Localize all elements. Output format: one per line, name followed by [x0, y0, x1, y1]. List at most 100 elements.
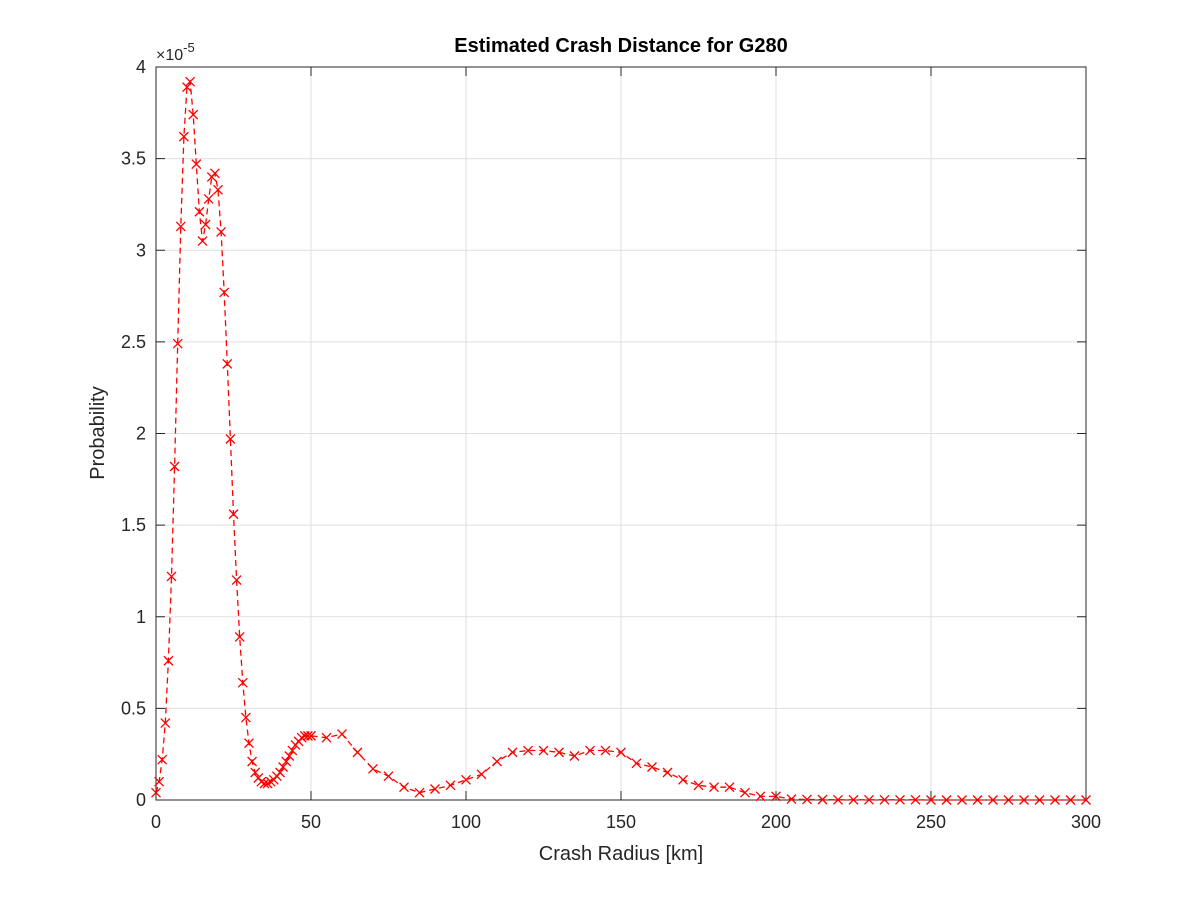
- data-point-marker: [1050, 795, 1060, 805]
- data-point-marker: [151, 787, 161, 798]
- data-point-marker: [247, 756, 258, 767]
- data-point-marker: [538, 745, 549, 756]
- data-point-marker: [321, 732, 332, 743]
- data-point-marker: [383, 771, 394, 782]
- data-point-marker: [259, 778, 270, 789]
- data-point-marker: [262, 778, 273, 789]
- y-tick-label: 4: [136, 57, 146, 77]
- data-point-marker: [337, 729, 347, 739]
- x-tick-label: 300: [1071, 812, 1101, 832]
- data-point-marker: [461, 774, 471, 785]
- data-point-marker: [988, 795, 998, 805]
- data-point-marker: [231, 575, 242, 586]
- data-point-marker: [740, 787, 750, 798]
- data-point-marker: [219, 287, 230, 298]
- y-tick-label: 0: [136, 790, 146, 810]
- x-tick-label: 150: [606, 812, 636, 832]
- data-point-marker: [1019, 795, 1029, 805]
- labels: Estimated Crash Distance for G280 Crash …: [87, 35, 788, 865]
- data-point-marker: [225, 434, 236, 444]
- x-tick-label: 200: [761, 812, 791, 832]
- x-tick-label: 50: [301, 812, 321, 832]
- x-tick-label: 0: [151, 812, 161, 832]
- data-point-marker: [157, 754, 168, 765]
- data-point-marker: [848, 794, 859, 805]
- data-point-marker: [191, 159, 202, 170]
- data-point-marker: [284, 751, 295, 761]
- data-point-marker: [817, 794, 828, 805]
- y-tick-label: 1: [136, 607, 146, 627]
- chart-title: Estimated Crash Distance for G280: [454, 35, 787, 57]
- data-point-marker: [507, 747, 518, 758]
- data-point-marker: [213, 184, 223, 195]
- data-point-marker: [240, 712, 251, 723]
- y-tick-label: 0.5: [121, 698, 146, 718]
- data-point-marker: [833, 794, 843, 805]
- y-tick-label: 3: [136, 240, 146, 260]
- data-point-marker: [287, 745, 298, 756]
- data-point-marker: [352, 747, 363, 758]
- data-point-marker: [802, 794, 812, 805]
- x-tick-label: 100: [451, 812, 481, 832]
- data-point-marker: [1003, 795, 1014, 805]
- data-point-marker: [662, 767, 673, 778]
- y-exponent-base: ×10: [156, 47, 183, 64]
- data-point-marker: [209, 168, 220, 179]
- data-point-marker: [476, 769, 487, 780]
- data-point-marker: [709, 782, 719, 793]
- data-point-marker: [523, 745, 533, 756]
- data-point-marker: [569, 751, 580, 761]
- data-point-marker: [957, 795, 967, 805]
- data-point-marker: [275, 767, 285, 778]
- data-point-marker: [585, 745, 595, 756]
- data-point-marker: [228, 509, 239, 520]
- data-point-marker: [166, 571, 177, 582]
- data-point-marker: [281, 756, 292, 767]
- data-point-marker: [160, 718, 171, 728]
- data-point-marker: [306, 730, 316, 741]
- data-point-marker: [194, 206, 205, 217]
- data-point-marker: [910, 794, 921, 805]
- data-point-marker: [771, 791, 781, 802]
- data-point-marker: [163, 655, 174, 666]
- data-point-marker: [237, 677, 248, 688]
- data-point-marker: [926, 795, 936, 805]
- data-point-marker: [879, 794, 890, 805]
- data-point-marker: [755, 791, 766, 802]
- data-point-marker: [445, 780, 456, 791]
- data-point-marker: [296, 732, 307, 743]
- data-point-marker: [197, 236, 208, 247]
- y-tick-label: 2: [136, 424, 146, 444]
- data-point-marker: [693, 780, 704, 791]
- y-tick-label: 1.5: [121, 515, 146, 535]
- data-point-marker: [244, 738, 254, 749]
- series-group: [151, 76, 1091, 805]
- data-point-marker: [724, 782, 735, 793]
- data-point-marker: [786, 794, 797, 805]
- x-axis-label: Crash Radius [km]: [539, 843, 704, 865]
- data-point-marker: [169, 461, 180, 472]
- data-point-marker: [250, 767, 261, 778]
- data-point-marker: [678, 774, 688, 785]
- data-point-marker: [864, 794, 874, 805]
- data-point-marker: [222, 358, 233, 369]
- data-point-marker: [178, 131, 189, 142]
- data-point-marker: [172, 338, 183, 349]
- y-tick-label: 2.5: [121, 332, 146, 352]
- data-point-marker: [188, 109, 199, 120]
- axes: 0 50 100 150 200 250 300 0 0.5 1 1.5 2 2.5 3 3.5 4: [121, 57, 1101, 832]
- data-point-marker: [631, 758, 642, 769]
- data-point-marker: [302, 730, 313, 741]
- data-point-marker: [895, 794, 905, 805]
- data-point-marker: [647, 762, 657, 772]
- data-point-marker: [492, 756, 502, 767]
- data-point-marker: [399, 782, 409, 793]
- data-point-marker: [185, 76, 196, 87]
- data-point-marker: [1034, 795, 1045, 805]
- data-point-marker: [182, 82, 192, 93]
- data-point-marker: [972, 795, 983, 805]
- data-point-marker: [175, 221, 186, 232]
- data-point-marker: [616, 747, 626, 758]
- data-point-marker: [234, 631, 245, 642]
